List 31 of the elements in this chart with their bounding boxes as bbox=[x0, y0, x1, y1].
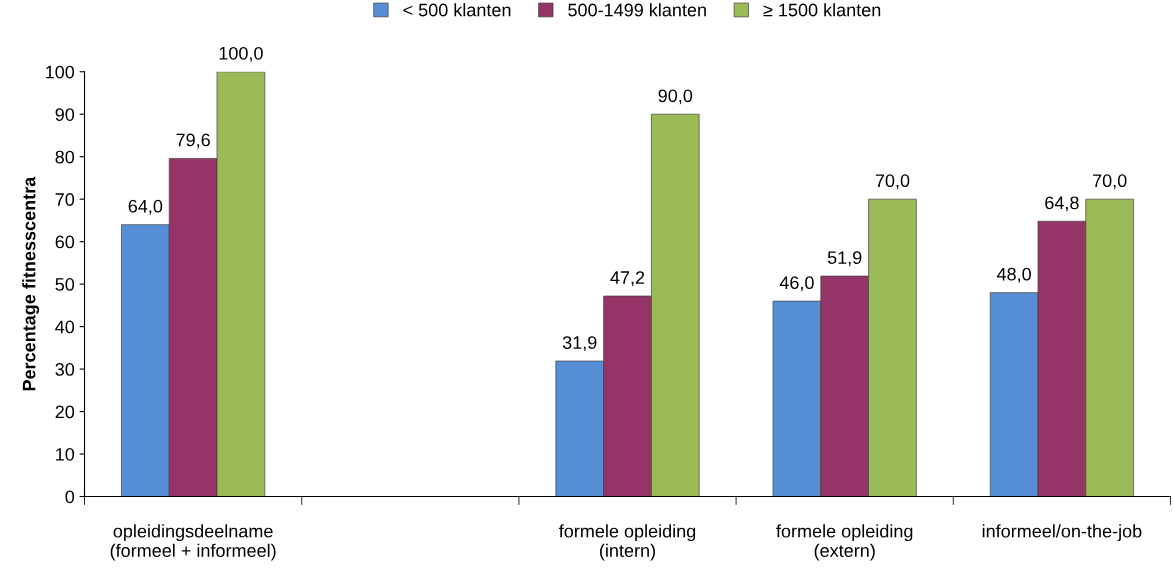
y-axis-title: Percentage fitnesscentra bbox=[22, 176, 40, 391]
data-label: 48,0 bbox=[996, 267, 1031, 283]
y-tick-label: 70 bbox=[55, 193, 75, 206]
y-tick-label: 10 bbox=[56, 447, 75, 461]
y-tick-label: 20 bbox=[55, 405, 75, 419]
data-label: 64,0 bbox=[128, 199, 163, 215]
legend-label: ≥ 1500 klanten bbox=[763, 3, 881, 17]
x-tick-label: formele opleiding (extern) bbox=[776, 524, 913, 561]
data-label: 51,9 bbox=[827, 251, 862, 267]
y-tick-label: 80 bbox=[55, 150, 75, 164]
y-tick-label: 40 bbox=[55, 320, 75, 334]
data-label: 31,9 bbox=[562, 336, 597, 352]
data-label: 47,2 bbox=[610, 271, 645, 287]
data-label: 70,0 bbox=[1093, 174, 1127, 190]
data-label: 100,0 bbox=[219, 46, 263, 62]
x-tick-label: formele opleiding (intern) bbox=[559, 524, 696, 561]
y-tick-label: 30 bbox=[55, 363, 75, 376]
data-label: 70,0 bbox=[875, 174, 910, 190]
data-label: 79,6 bbox=[176, 133, 210, 149]
x-tick-label: opleidingsdeelname (formeel + informeel) bbox=[110, 524, 276, 561]
data-label: 46,0 bbox=[779, 276, 814, 292]
y-tick-label: 90 bbox=[55, 108, 75, 121]
data-label: 90,0 bbox=[658, 89, 693, 105]
y-tick-label: 0 bbox=[65, 490, 75, 504]
y-tick-label: 60 bbox=[55, 235, 75, 249]
legend-label: 500-1499 klanten bbox=[568, 3, 706, 17]
x-tick-label: informeel/on-the-job bbox=[982, 524, 1142, 542]
y-tick-label: 50 bbox=[55, 278, 75, 291]
data-label: 64,8 bbox=[1045, 196, 1079, 212]
y-tick-label: 100 bbox=[46, 65, 75, 79]
legend-label: < 500 klanten bbox=[403, 3, 511, 17]
